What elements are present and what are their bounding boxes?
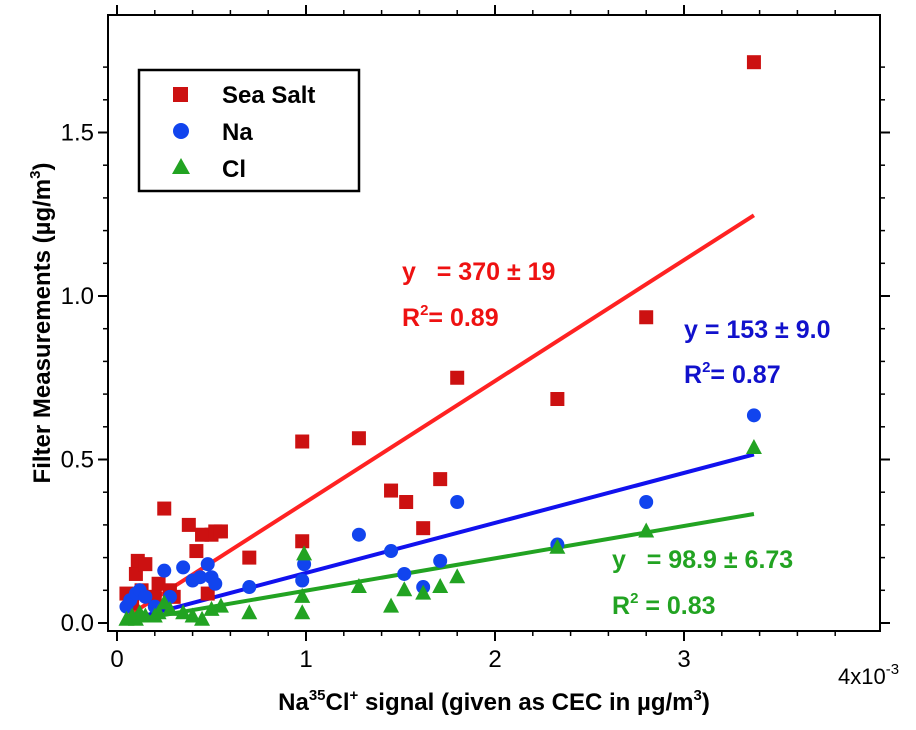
legend: Sea Salt Na Cl (137, 68, 361, 193)
y-axis-title: Filter Measurements (µg/m3) (27, 163, 56, 484)
sea-salt-point (746, 55, 761, 70)
annotation-na-r2: R2= 0.87 (684, 359, 781, 389)
sea-salt-point (433, 472, 448, 487)
na-point (746, 408, 761, 423)
cl-point (161, 600, 178, 616)
cl-point (415, 584, 432, 600)
cl-point (396, 581, 413, 597)
na-point (208, 576, 223, 591)
na-point (157, 563, 172, 578)
x-axis-title: Na35Cl+ signal (given as CEC in µg/m3) (278, 687, 710, 716)
sea-salt-point (151, 576, 166, 591)
na-point (176, 560, 191, 575)
cl-point (549, 538, 566, 554)
cl-point (638, 522, 655, 538)
annotation-sea-salt-r2: R2= 0.89 (402, 302, 499, 332)
y-tick-label: 0.0 (61, 610, 94, 637)
sea-salt-point (213, 524, 228, 539)
na-point (450, 495, 465, 510)
na-point (397, 566, 412, 581)
sea-salt-point (416, 521, 431, 536)
legend-label-cl: Cl (222, 156, 246, 183)
na-point (295, 573, 310, 588)
sea-salt-point (189, 544, 204, 559)
legend-label-sea-salt: Sea Salt (222, 82, 315, 109)
y-tick-label: 1.0 (61, 283, 94, 310)
fit-line-na (125, 452, 755, 623)
legend-marker-na (173, 123, 189, 139)
na-point (193, 570, 208, 585)
axis-ticks: 0 1 2 3 0.0 0.5 1.0 1.5 (61, 5, 890, 673)
legend-marker-sea-salt (173, 87, 188, 102)
x-tick-label: 2 (488, 646, 501, 673)
fit-line-sea-salt (125, 213, 756, 619)
legend-label-na: Na (222, 119, 253, 146)
sea-salt-point (351, 431, 366, 446)
cl-point (241, 604, 258, 620)
sea-salt-point (138, 557, 153, 572)
annotation-na: y = 153 ± 9.0 R2= 0.87 (684, 316, 830, 389)
cl-point (194, 610, 211, 626)
cl-point (294, 587, 311, 603)
cl-point (212, 597, 229, 613)
na-point (297, 557, 312, 572)
sea-salt-point (550, 392, 565, 407)
na-point (138, 589, 153, 604)
na-point (200, 557, 215, 572)
cl-point (350, 578, 367, 594)
na-point (242, 580, 257, 595)
sea-salt-point (384, 483, 399, 498)
annotation-cl: y = 98.9 ± 6.73 R2 = 0.83 (612, 546, 793, 620)
cl-point (449, 568, 466, 584)
annotation-sea-salt-equation: y = 370 ± 19 (402, 258, 555, 286)
sea-salt-point (157, 501, 172, 516)
y-tick-label: 0.5 (61, 447, 94, 474)
sea-salt-point (639, 310, 654, 325)
x-axis-multiplier: 4x10-3 (838, 661, 899, 689)
sea-salt-point (295, 434, 310, 449)
cl-point (296, 545, 313, 561)
cl-point (294, 604, 311, 620)
sea-salt-point (399, 495, 414, 510)
y-tick-label: 1.5 (61, 120, 94, 147)
sea-salt-point (295, 534, 310, 549)
data-markers (118, 55, 762, 626)
na-point (384, 544, 399, 559)
annotation-cl-equation: y = 98.9 ± 6.73 (612, 546, 793, 574)
annotation-cl-r2: R2 = 0.83 (612, 590, 716, 620)
x-tick-label: 3 (677, 646, 690, 673)
legend-marker-cl (172, 158, 190, 174)
cl-point (175, 604, 192, 620)
cl-point (432, 578, 449, 594)
cl-point (184, 607, 201, 623)
sea-salt-point (200, 586, 215, 601)
sea-salt-point (181, 517, 196, 532)
x-tick-label: 0 (110, 646, 123, 673)
annotation-na-equation: y = 153 ± 9.0 (684, 316, 830, 344)
na-point (639, 495, 654, 510)
na-point (433, 553, 448, 568)
na-point (351, 527, 366, 542)
sea-salt-point (450, 370, 465, 385)
x-tick-label: 1 (299, 646, 312, 673)
cl-point (383, 597, 400, 613)
cl-point (745, 439, 762, 455)
sea-salt-point (242, 550, 257, 565)
annotation-sea-salt: y = 370 ± 19 R2= 0.89 (402, 258, 555, 332)
